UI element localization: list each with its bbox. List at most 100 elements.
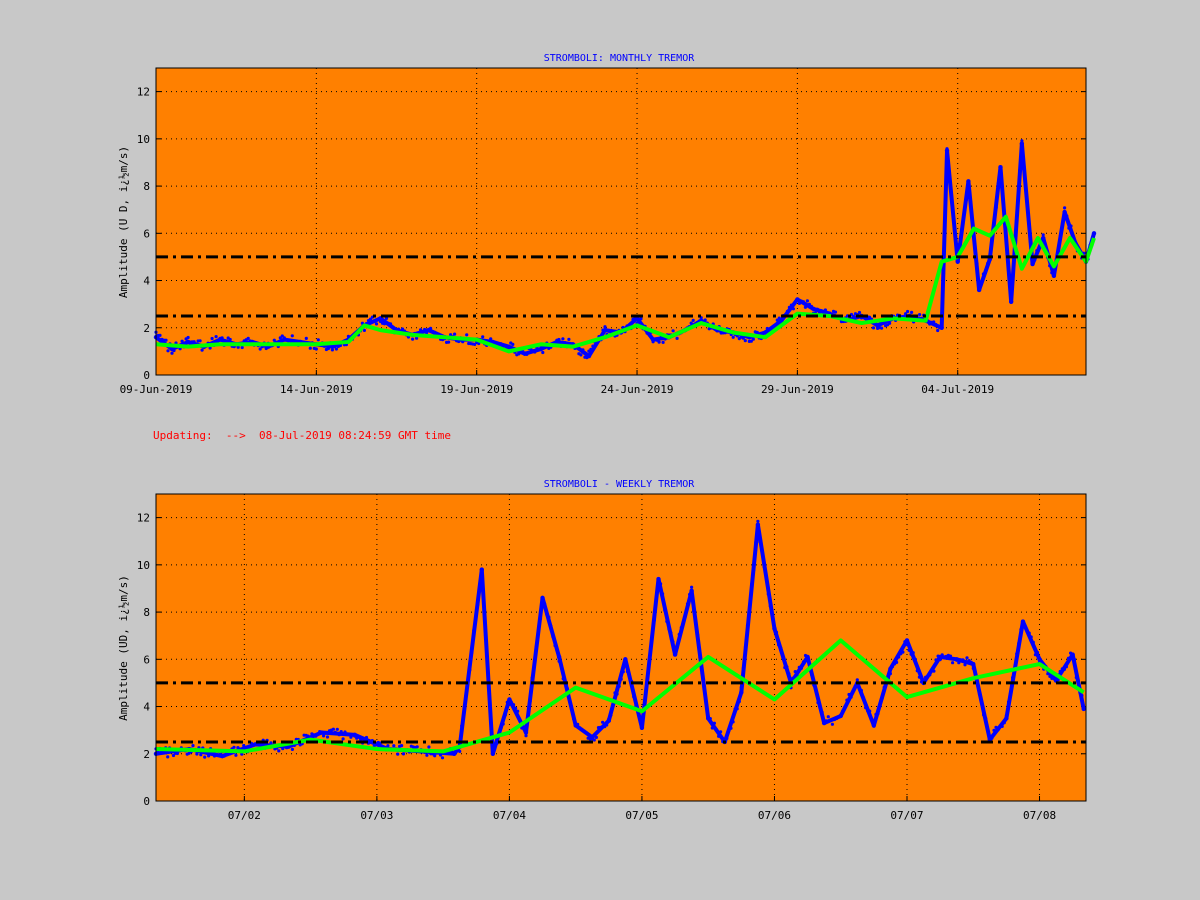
weekly-xtick-label-1: 07/03 [360, 809, 393, 822]
weekly-raw-tremor-series-point [1002, 721, 1006, 725]
monthly-raw-tremor-series-point [390, 325, 395, 329]
weekly-raw-tremor-series-point-18 [590, 735, 595, 740]
monthly-raw-tremor-series-point [940, 322, 944, 326]
monthly-raw-tremor-series-point [473, 342, 477, 346]
weekly-raw-tremor-series-point [425, 753, 429, 757]
weekly-raw-tremor-series-point [495, 741, 499, 745]
weekly-raw-tremor-series-point [464, 694, 468, 698]
monthly-raw-tremor-series-point [411, 337, 415, 341]
weekly-raw-tremor-series-point [549, 624, 553, 628]
weekly-chart-title: STROMBOLI - WEEKLY TREMOR [544, 479, 695, 490]
monthly-raw-tremor-series-point [1024, 191, 1028, 195]
monthly-raw-tremor-series-point [362, 328, 366, 332]
weekly-raw-tremor-series-point [847, 692, 851, 697]
weekly-xtick-label-2: 07/04 [493, 809, 526, 822]
weekly-raw-tremor-series-point [810, 673, 814, 677]
weekly-raw-tremor-series-point [392, 744, 396, 748]
weekly-raw-tremor-series-point [830, 722, 835, 726]
weekly-raw-tremor-series-point [632, 695, 636, 699]
weekly-raw-tremor-series-point [530, 676, 534, 680]
weekly-raw-tremor-series-point [895, 660, 899, 665]
monthly-raw-tremor-series-point [785, 309, 790, 313]
weekly-raw-tremor-series-point [696, 633, 700, 638]
weekly-raw-tremor-series-point [917, 675, 922, 679]
weekly-raw-tremor-series-point-20 [623, 657, 628, 662]
weekly-raw-tremor-series-point [779, 646, 783, 650]
weekly-raw-tremor-series-point [569, 704, 574, 709]
monthly-raw-tremor-series-point [447, 340, 451, 344]
weekly-raw-tremor-series-point [679, 626, 683, 630]
weekly-raw-tremor-series-point [619, 677, 623, 681]
monthly-raw-tremor-series-point [1063, 206, 1067, 210]
weekly-raw-tremor-series-point [605, 723, 609, 727]
monthly-raw-tremor-series-point [1026, 215, 1030, 219]
monthly-raw-tremor-series-point [871, 326, 876, 330]
weekly-raw-tremor-series-point [729, 726, 733, 730]
monthly-raw-tremor-series-point-31 [650, 337, 656, 342]
weekly-ytick-label-1: 2 [143, 748, 150, 761]
weekly-raw-tremor-series-point-31 [805, 654, 810, 660]
weekly-raw-tremor-series-point [739, 685, 743, 690]
weekly-raw-tremor-series-point [963, 663, 967, 667]
monthly-raw-tremor-series-point [374, 322, 379, 326]
weekly-y-axis-label: Amplitude (UD, i¿½m/s) [117, 575, 130, 721]
monthly-raw-tremor-series-point [170, 351, 174, 355]
weekly-raw-tremor-series-point-33 [838, 713, 843, 719]
weekly-raw-tremor-series-point [349, 735, 353, 739]
weekly-raw-tremor-series-point [717, 734, 721, 738]
weekly-raw-tremor-series-point [1064, 665, 1068, 669]
weekly-raw-tremor-series-point-23 [672, 652, 678, 657]
monthly-raw-tremor-series-point [1048, 264, 1052, 268]
weekly-raw-tremor-series-point [975, 680, 980, 684]
weekly-raw-tremor-series-point-16 [556, 654, 562, 660]
weekly-raw-tremor-series-point [609, 713, 613, 717]
weekly-raw-tremor-series-point [719, 730, 723, 734]
weekly-raw-tremor-series-point [572, 717, 576, 721]
weekly-raw-tremor-series-point [992, 728, 996, 732]
weekly-raw-tremor-series-point [882, 685, 886, 689]
monthly-raw-tremor-series-point [567, 337, 571, 341]
weekly-ytick-label-3: 6 [143, 653, 150, 666]
weekly-raw-tremor-series-point-48 [1081, 706, 1086, 712]
weekly-raw-tremor-series-point [764, 575, 768, 579]
weekly-raw-tremor-series-point [661, 592, 665, 596]
weekly-raw-tremor-series-point [536, 629, 541, 634]
weekly-raw-tremor-series-point [977, 692, 982, 696]
weekly-raw-tremor-series-point [433, 754, 437, 758]
monthly-raw-tremor-series-point [589, 347, 593, 351]
weekly-raw-tremor-series-point [532, 662, 536, 667]
weekly-raw-tremor-series-point-29 [772, 626, 777, 631]
weekly-raw-tremor-series-point [333, 730, 337, 734]
weekly-raw-tremor-series-point [339, 730, 343, 734]
weekly-raw-tremor-series-point [290, 747, 294, 752]
monthly-raw-tremor-series-point [316, 338, 320, 342]
weekly-raw-tremor-series-point [979, 699, 984, 703]
weekly-raw-tremor-series-point [489, 721, 493, 725]
weekly-raw-tremor-series-point [514, 706, 518, 710]
monthly-raw-tremor-series-point [880, 326, 884, 330]
weekly-raw-tremor-series-point [843, 705, 847, 709]
monthly-raw-tremor-series-point [975, 262, 979, 266]
weekly-raw-tremor-series-point [816, 701, 820, 705]
weekly-raw-tremor-series-point [440, 756, 445, 760]
weekly-xtick-label-0: 07/02 [228, 809, 261, 822]
monthly-raw-tremor-series-point [200, 348, 204, 352]
monthly-raw-tremor-series-point [1033, 258, 1037, 262]
weekly-raw-tremor-series-point [400, 744, 404, 748]
weekly-raw-tremor-series-point [671, 640, 675, 644]
monthly-raw-tremor-series-point [1011, 266, 1015, 270]
monthly-raw-tremor-series-point [675, 336, 679, 340]
monthly-raw-tremor-series-point [180, 339, 184, 343]
weekly-ytick-label-5: 10 [137, 559, 150, 572]
weekly-raw-tremor-series-point [714, 728, 719, 732]
weekly-raw-tremor-series-point [1027, 631, 1031, 635]
weekly-raw-tremor-series-point [501, 722, 505, 726]
monthly-raw-tremor-series-point-49 [939, 325, 944, 330]
monthly-raw-tremor-series-point [986, 261, 990, 265]
weekly-raw-tremor-series-point [675, 646, 679, 650]
weekly-raw-tremor-series-point [888, 672, 893, 676]
weekly-raw-tremor-series-point [1048, 674, 1052, 679]
weekly-ytick-label-2: 4 [143, 701, 150, 714]
weekly-raw-tremor-series-point [855, 678, 859, 682]
monthly-raw-tremor-series-point [308, 346, 312, 350]
